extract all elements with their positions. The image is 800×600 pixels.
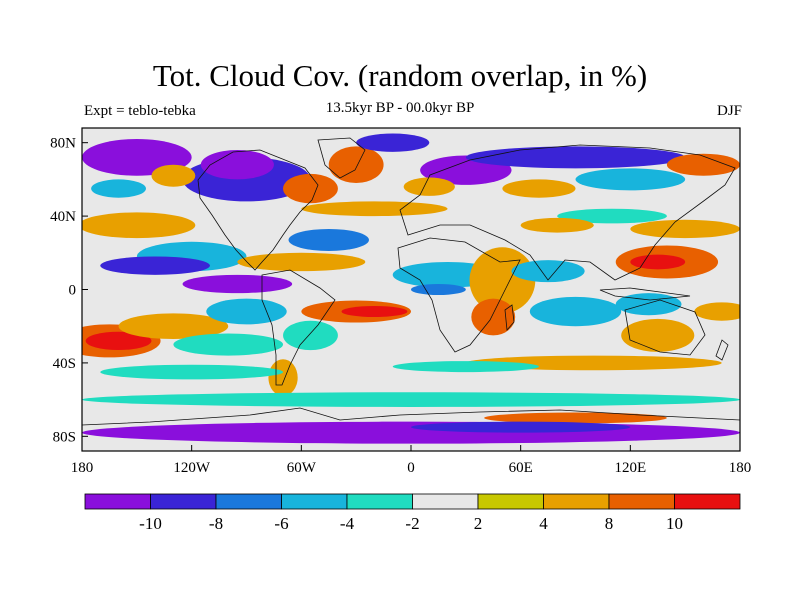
y-tick-label: 80S [53,429,76,445]
colorbar-swatch [543,493,610,510]
anomaly-region [469,247,536,314]
colorbar-label: 2 [474,514,483,533]
coastline-eurasia [399,144,736,281]
coastline-australia [624,299,706,356]
anomaly-region [502,179,576,198]
colorbar-label: -6 [274,514,288,533]
season-label: DJF [716,103,742,119]
colorbar-label: 4 [539,514,548,533]
anomaly-region [85,331,152,351]
anomaly-region [91,179,146,198]
anomaly-region [118,313,229,340]
anomaly-region [630,254,686,270]
anomaly-region [206,298,287,325]
anomaly-region [411,283,466,296]
colorbar-label: -2 [405,514,419,533]
colorbar-swatch [608,493,675,510]
anomaly-region [694,302,740,321]
y-tick-label: 80N [50,136,76,152]
colorbar-label: -8 [209,514,223,533]
coastline-madagascar [504,304,515,331]
anomaly-region [403,177,455,196]
colorbar-swatch [477,493,544,510]
coastline-north-america [197,149,319,271]
anomaly-region [82,392,740,407]
anomaly-region [100,256,210,275]
colorbar-swatch [674,493,741,510]
anomaly-region [182,274,293,294]
colorbar-swatch [412,493,479,510]
anomaly-region [520,217,594,233]
anomaly-region [283,173,338,204]
x-tick-label: 180 [729,460,752,476]
anomaly-region [200,150,274,180]
anomaly-region [411,421,631,433]
anomaly-region [100,364,284,380]
colorbar-label: -10 [139,514,162,533]
coastline-greenland [317,137,366,179]
colorbar-label: 10 [666,514,683,533]
colorbar-swatch [281,493,348,510]
anomaly-region [328,146,384,184]
anomaly-region [356,133,430,152]
x-tick-label: 60E [509,460,533,476]
latitude-axis: 80N 40N 0 40S 80S [50,136,88,445]
anomaly-region [557,208,667,224]
x-tick-label: 60W [287,460,317,476]
colorbar-label: 8 [605,514,614,533]
time-range-label: 13.5kyr BP - 00.0kyr BP [325,100,475,116]
colorbar-label: -4 [340,514,355,533]
anomaly-region [151,164,196,187]
anomaly-region [575,168,686,191]
colorbar-swatch [215,493,282,510]
anomaly-region [283,320,338,351]
anomaly-region [82,421,740,444]
coastline-new-zealand [715,339,729,361]
anomaly-region [465,146,686,169]
map-title: Tot. Cloud Cov. (random overlap, in %) [152,58,648,93]
coastline-indonesia [599,287,691,301]
coastlines [82,137,740,426]
anomaly-region [529,296,622,327]
colorbar-swatch [150,493,217,510]
anomaly-region [237,252,366,272]
anomaly-region [471,298,516,336]
colorbar-swatch [84,493,151,510]
anomaly-region [341,306,408,318]
anomaly-region [666,153,740,176]
x-tick-label: 120E [614,460,646,476]
anomaly-region [288,228,369,251]
colorbar-swatch [346,493,413,510]
anomaly-region [484,412,667,424]
y-tick-label: 40S [53,356,76,372]
x-tick-label: 180 [71,460,94,476]
anomaly-region [301,201,448,217]
anomaly-field [82,133,740,444]
coastline-south-america [261,269,336,386]
anomaly-region [630,219,740,239]
anomaly-region [82,212,196,239]
x-tick-label: 0 [407,460,415,476]
anomaly-region [173,333,284,356]
anomaly-region [511,260,585,283]
longitude-axis: 180 120W 60W 0 60E 120E 180 [71,445,752,476]
y-tick-label: 40N [50,209,76,225]
coastline-antarctica [82,407,740,426]
anomaly-region [392,361,539,373]
anomaly-region [268,359,298,396]
colorbar: -10 -8 -6 -4 -2 2 4 8 10 [84,493,741,533]
experiment-label: Expt = teblo-tebka [84,103,196,119]
x-tick-label: 120W [173,460,211,476]
coastline-africa [397,237,521,353]
y-tick-label: 0 [69,283,77,299]
anomaly-region [621,318,695,352]
